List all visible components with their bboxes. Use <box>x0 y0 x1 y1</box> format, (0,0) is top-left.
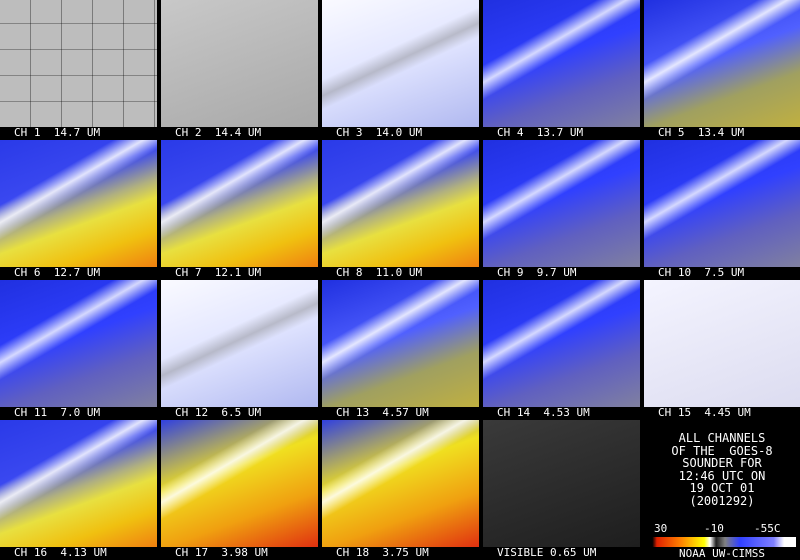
channel-panel: CH 14 4.53 UM <box>483 280 640 420</box>
channel-label: VISIBLE 0.65 UM <box>497 546 597 559</box>
channel-panel: CH 1 14.7 UM <box>0 0 157 140</box>
channel-panel: CH 18 3.75 UM <box>322 420 479 560</box>
channel-label: CH 1 14.7 UM <box>14 126 101 139</box>
info-line: SOUNDER FOR <box>682 456 762 470</box>
scale-label: -10 <box>704 522 724 535</box>
channel-label: CH 11 7.0 UM <box>14 406 101 419</box>
channel-label: CH 4 13.7 UM <box>497 126 584 139</box>
satellite-image <box>161 420 318 547</box>
channel-panel: CH 5 13.4 UM <box>644 0 800 140</box>
scale-labels: 30 -10 -55C <box>654 522 794 535</box>
channel-panel: CH 11 7.0 UM <box>0 280 157 420</box>
satellite-image <box>483 280 640 407</box>
info-panel: ALL CHANNELS OF THE GOES-8 SOUNDER FOR 12:4… <box>644 420 800 560</box>
satellite-image <box>161 280 318 407</box>
satellite-image <box>0 140 157 267</box>
satellite-image <box>0 0 157 127</box>
info-line: OF THE GOES-8 <box>671 443 773 458</box>
satellite-image <box>483 140 640 267</box>
satellite-image <box>161 0 318 127</box>
channel-label: CH 7 12.1 UM <box>175 266 262 279</box>
satellite-image <box>0 280 157 407</box>
channel-label: CH 3 14.0 UM <box>336 126 423 139</box>
channel-label: CH 5 13.4 UM <box>658 126 745 139</box>
channel-panel: CH 17 3.98 UM <box>161 420 318 560</box>
satellite-image <box>322 280 479 407</box>
satellite-image <box>322 0 479 127</box>
satellite-image <box>644 140 800 267</box>
satellite-image <box>161 140 318 267</box>
channel-label: CH 15 4.45 UM <box>658 406 751 419</box>
credit: NOAA UW-CIMSS <box>678 547 766 560</box>
channel-label: CH 2 14.4 UM <box>175 126 262 139</box>
info-line: ALL CHANNELS <box>678 431 766 445</box>
satellite-image <box>0 420 157 547</box>
channel-panel: CH 3 14.0 UM <box>322 0 479 140</box>
channel-panel: VISIBLE 0.65 UM <box>483 420 640 560</box>
channel-panel: CH 9 9.7 UM <box>483 140 640 280</box>
info-line: 19 OCT 01 <box>689 481 755 495</box>
satellite-image <box>322 140 479 267</box>
channel-panel: CH 2 14.4 UM <box>161 0 318 140</box>
satellite-image <box>483 0 640 127</box>
channel-panel: CH 6 12.7 UM <box>0 140 157 280</box>
satellite-image <box>644 0 800 127</box>
channel-panel: CH 7 12.1 UM <box>161 140 318 280</box>
channel-panel: CH 16 4.13 UM <box>0 420 157 560</box>
satellite-image <box>483 420 640 547</box>
channel-panel: CH 12 6.5 UM <box>161 280 318 420</box>
channel-label: CH 12 6.5 UM <box>175 406 262 419</box>
channel-panel: CH 15 4.45 UM <box>644 280 800 420</box>
channel-panel: CH 4 13.7 UM <box>483 0 640 140</box>
channel-label: CH 8 11.0 UM <box>336 266 423 279</box>
channel-panel: CH 8 11.0 UM <box>322 140 479 280</box>
channel-panel: CH 13 4.57 UM <box>322 280 479 420</box>
channel-label: CH 16 4.13 UM <box>14 546 107 559</box>
channel-label: CH 17 3.98 UM <box>175 546 268 559</box>
scale-label: 30 <box>654 522 668 535</box>
channel-label: CH 14 4.53 UM <box>497 406 590 419</box>
info-line: 12:46 UTC ON <box>678 468 766 483</box>
info-line: (2001292) <box>689 493 755 508</box>
channel-label: CH 10 7.5 UM <box>658 266 745 279</box>
channel-panel: CH 10 7.5 UM <box>644 140 800 280</box>
info-lines: ALL CHANNELS OF THE GOES-8 SOUNDER FOR 12:4… <box>644 420 800 507</box>
channel-label: CH 18 3.75 UM <box>336 546 429 559</box>
color-scale <box>648 537 796 547</box>
satellite-image <box>322 420 479 547</box>
channel-label: CH 6 12.7 UM <box>14 266 101 279</box>
channel-label: CH 13 4.57 UM <box>336 406 429 419</box>
channel-label: CH 9 9.7 UM <box>497 266 577 279</box>
satellite-image <box>644 280 800 407</box>
scale-label: -55C <box>754 522 781 535</box>
